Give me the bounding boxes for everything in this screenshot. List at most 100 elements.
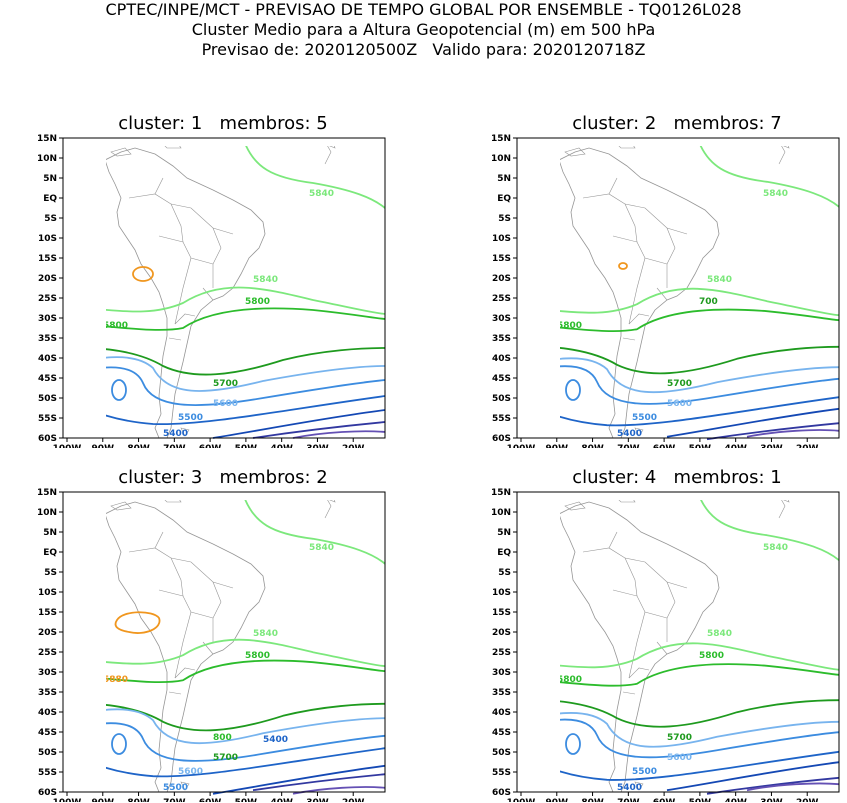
africa-coast: [324, 500, 332, 519]
lon-label: 50W: [689, 444, 712, 448]
country-border: [170, 557, 234, 589]
header-line-2: Cluster Medio para a Altura Geopotencial…: [191, 20, 656, 39]
contour-line: [706, 422, 840, 441]
contour-line: [560, 663, 840, 687]
contour-label: 5800: [557, 675, 582, 685]
lon-label: 100W: [507, 444, 536, 448]
africa-coast: [778, 500, 786, 519]
lon-label: 40W: [270, 444, 293, 448]
lat-label: 25S: [492, 294, 511, 304]
contour-label: 5600: [667, 753, 692, 763]
lat-label: 25S: [38, 648, 57, 658]
lat-label: 40S: [38, 708, 57, 718]
contour-label: 5800: [103, 321, 128, 331]
lat-label: EQ: [43, 548, 57, 558]
contour-5880: [618, 262, 628, 270]
country-border: [202, 641, 214, 655]
contour-5880: [114, 611, 161, 634]
lat-label: 35S: [492, 334, 511, 344]
coastline: [560, 501, 720, 793]
lat-label: 10N: [37, 154, 57, 164]
contour-line: [560, 712, 840, 748]
contour-label: 5400: [263, 735, 288, 745]
island: [110, 147, 132, 157]
contour-line: [252, 421, 386, 439]
lat-label: 10N: [37, 508, 57, 518]
lat-label: 55S: [492, 414, 511, 424]
contour-line: [106, 702, 386, 732]
contour-label: 5700: [667, 379, 692, 389]
lat-label: 60S: [38, 788, 57, 798]
lat-label: 15N: [491, 488, 511, 498]
lon-label: 80W: [581, 444, 604, 448]
contour-label: 5600: [213, 399, 238, 409]
country-border: [624, 203, 638, 243]
lat-label: 5N: [43, 174, 57, 184]
lat-label: 35S: [492, 688, 511, 698]
contour-label: 5700: [213, 379, 238, 389]
low-center-contour: [111, 379, 127, 401]
lat-label: 15S: [492, 608, 511, 618]
lat-label: 15N: [491, 134, 511, 144]
contour-line: [244, 500, 386, 565]
contour-line: [106, 366, 386, 406]
lat-label: EQ: [43, 194, 57, 204]
country-border: [158, 235, 214, 265]
country-border: [128, 547, 172, 559]
lat-label: EQ: [497, 548, 511, 558]
lat-label: 5S: [498, 568, 511, 578]
contour-label: 5500: [178, 413, 203, 423]
country-border: [158, 589, 214, 619]
contour-line: [560, 750, 840, 781]
island: [329, 146, 336, 149]
contour-line: [560, 365, 840, 405]
country-border: [154, 177, 164, 195]
country-border: [202, 287, 214, 301]
contour-line: [746, 782, 840, 792]
lon-label: 30W: [760, 444, 783, 448]
island: [180, 427, 190, 437]
lat-label: 55S: [38, 768, 57, 778]
lat-label: 50S: [492, 748, 511, 758]
lon-label: 70W: [617, 798, 640, 802]
contour-line: [560, 287, 840, 317]
lon-label: 20W: [342, 444, 365, 448]
country-border: [628, 611, 646, 679]
lat-label: 60S: [492, 434, 511, 444]
island: [329, 500, 336, 503]
contour-label: 5840: [309, 189, 334, 199]
lon-label: 100W: [507, 798, 536, 802]
lat-label: 10S: [38, 234, 57, 244]
contour-line: [106, 307, 386, 331]
contour-label: 5600: [178, 767, 203, 777]
country-border: [168, 337, 182, 341]
lon-label: 50W: [235, 444, 258, 448]
map-frame: [516, 491, 840, 793]
lat-label: 45S: [38, 728, 57, 738]
lon-label: 70W: [163, 444, 186, 448]
lat-label: 50S: [38, 748, 57, 758]
country-border: [628, 313, 650, 325]
lat-label: 55S: [38, 414, 57, 424]
island: [164, 146, 182, 149]
country-border: [622, 337, 636, 341]
contour-label: 340: [517, 653, 536, 663]
africa-coast: [324, 146, 332, 165]
contour-label: 5840: [763, 189, 788, 199]
lon-label: 90W: [546, 798, 569, 802]
contour-line: [560, 718, 840, 759]
lat-label: 45S: [492, 374, 511, 384]
lon-label: 70W: [617, 444, 640, 448]
country-border: [624, 557, 688, 589]
contour-label: 5800: [699, 651, 724, 661]
country-border: [582, 193, 626, 205]
header-line-3: Previsao de: 2020120500Z Valido para: 20…: [201, 40, 646, 59]
island: [180, 781, 190, 791]
island: [634, 781, 644, 791]
lat-label: 45S: [38, 374, 57, 384]
contour-line: [212, 409, 386, 439]
contour-label: 5840: [253, 629, 278, 639]
lon-label: 20W: [342, 798, 365, 802]
island: [618, 146, 636, 149]
lon-label: 30W: [306, 444, 329, 448]
